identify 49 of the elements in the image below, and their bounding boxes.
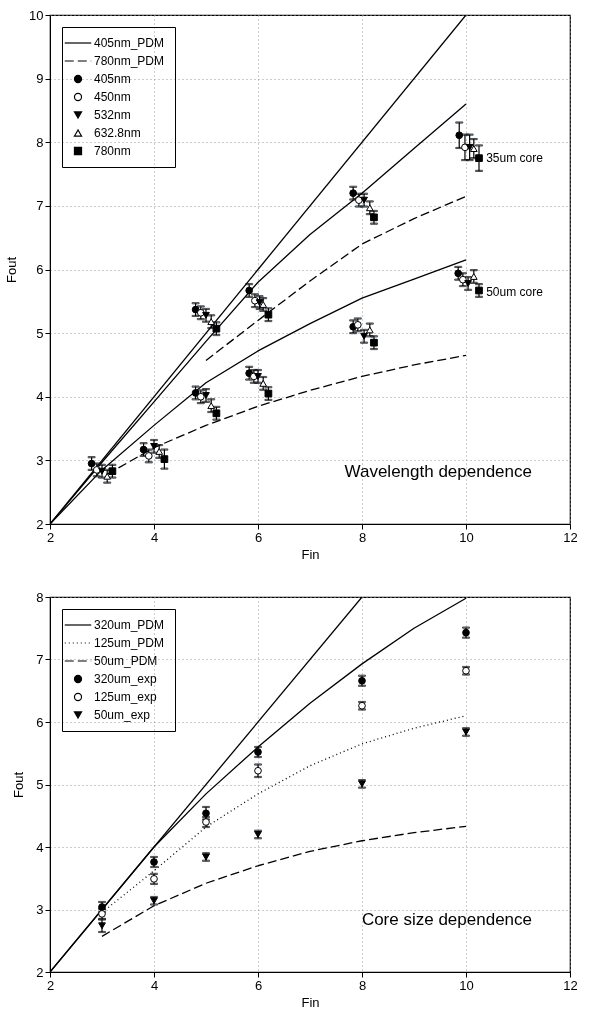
legend-label: 450nm [94, 90, 131, 104]
legend-label: 532nm [94, 108, 131, 122]
legend-label: 50um_exp [94, 708, 151, 722]
y-tick-label: 8 [36, 589, 44, 605]
y-tick-label: 3 [36, 902, 44, 917]
annotation: 50um core [486, 284, 544, 299]
x-tick-label: 10 [459, 977, 474, 993]
y-tick-label: 5 [36, 325, 44, 341]
y-tick-label: 4 [36, 389, 44, 405]
x-tick-label: 8 [358, 977, 367, 993]
legend-label: 320um_PDM [94, 618, 165, 632]
y-tick-label: 6 [36, 714, 44, 730]
legend-label: 50um_PDM [94, 654, 158, 668]
y-tick-label: 4 [36, 839, 44, 855]
y-tick-label: 10 [29, 7, 44, 23]
y-tick-label: 6 [36, 262, 44, 277]
annotation: Core size dependence [361, 910, 532, 929]
legend-label: 780nm [94, 144, 131, 158]
x-tick-label: 12 [563, 529, 578, 545]
y-tick-label: 7 [36, 652, 44, 667]
x-tick-label: 6 [254, 529, 263, 545]
y-axis-title: Fout [4, 256, 20, 284]
y-tick-label: 2 [36, 964, 44, 980]
y-tick-label: 9 [36, 71, 44, 87]
x-tick-label: 10 [459, 529, 474, 545]
x-tick-label: 8 [358, 529, 367, 545]
x-axis-title: Fin [301, 994, 320, 1010]
x-tick-label: 4 [150, 529, 159, 545]
x-tick-label: 6 [254, 977, 263, 993]
y-axis-title: Fout [11, 771, 27, 799]
legend-label: 405nm_PDM [94, 36, 165, 50]
x-tick-label: 4 [150, 977, 159, 993]
y-tick-label: 2 [36, 516, 44, 532]
legend-label: 320um_exp [94, 672, 158, 686]
y-tick-label: 8 [36, 134, 44, 150]
annotation: Wavelength dependence [344, 462, 532, 481]
legend-label: 780nm_PDM [94, 54, 165, 68]
legend-label: 405nm [94, 72, 131, 86]
legend-label: 125um_exp [94, 690, 158, 704]
y-tick-label: 5 [36, 777, 44, 792]
x-axis-title: Fin [301, 546, 320, 562]
legend-label: 632.8nm [94, 126, 141, 140]
x-tick-label: 2 [46, 977, 55, 993]
x-tick-label: 12 [563, 977, 578, 993]
x-tick-label: 2 [46, 529, 55, 545]
legend-label: 125um_PDM [94, 636, 165, 650]
y-tick-label: 3 [36, 452, 44, 468]
y-tick-label: 7 [36, 198, 44, 214]
annotation: 35um core [486, 151, 544, 166]
